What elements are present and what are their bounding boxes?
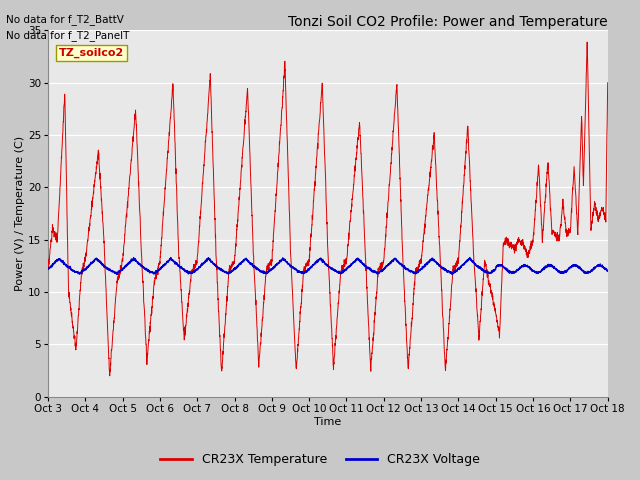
X-axis label: Time: Time: [314, 417, 342, 427]
Text: TZ_soilco2: TZ_soilco2: [59, 48, 124, 58]
Y-axis label: Power (V) / Temperature (C): Power (V) / Temperature (C): [15, 136, 25, 291]
Legend: CR23X Temperature, CR23X Voltage: CR23X Temperature, CR23X Voltage: [156, 448, 484, 471]
Text: No data for f_T2_BattV: No data for f_T2_BattV: [6, 13, 124, 24]
Text: No data for f_T2_PanelT: No data for f_T2_PanelT: [6, 30, 130, 41]
Text: Tonzi Soil CO2 Profile: Power and Temperature: Tonzi Soil CO2 Profile: Power and Temper…: [288, 15, 608, 29]
